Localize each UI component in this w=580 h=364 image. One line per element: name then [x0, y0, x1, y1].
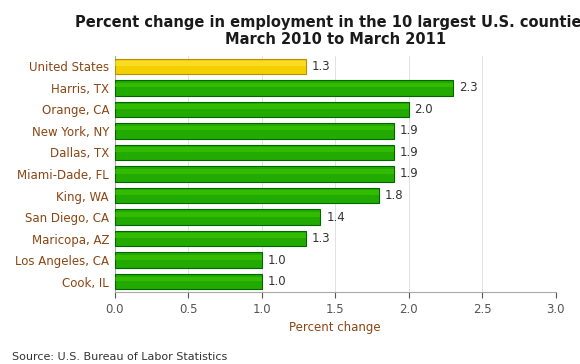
Bar	[115, 190, 379, 195]
Bar	[115, 188, 379, 203]
Bar	[115, 59, 306, 74]
Text: 1.9: 1.9	[400, 167, 419, 181]
Bar	[115, 212, 320, 217]
Text: 1.3: 1.3	[311, 60, 330, 73]
Bar	[115, 102, 409, 117]
Bar	[115, 147, 394, 152]
Text: Source: U.S. Bureau of Labor Statistics: Source: U.S. Bureau of Labor Statistics	[12, 352, 227, 362]
Text: 1.0: 1.0	[267, 275, 286, 288]
X-axis label: Percent change: Percent change	[289, 321, 381, 335]
Bar	[115, 126, 394, 130]
Bar	[115, 123, 394, 139]
Text: 2.0: 2.0	[415, 103, 433, 116]
Bar	[115, 169, 394, 174]
Bar	[115, 274, 262, 289]
Text: 1.9: 1.9	[400, 146, 419, 159]
Text: 1.9: 1.9	[400, 124, 419, 137]
Bar	[115, 145, 394, 160]
Text: 1.3: 1.3	[311, 232, 330, 245]
Bar	[115, 255, 262, 260]
Bar	[115, 104, 409, 109]
Text: 2.3: 2.3	[459, 81, 477, 94]
Text: 1.8: 1.8	[385, 189, 404, 202]
Bar	[115, 233, 306, 238]
Bar	[115, 83, 453, 87]
Title: Percent change in employment in the 10 largest U.S. counties,
March 2010 to Marc: Percent change in employment in the 10 l…	[75, 15, 580, 47]
Bar	[115, 277, 262, 281]
Bar	[115, 61, 306, 66]
Bar	[115, 252, 262, 268]
Text: 1.0: 1.0	[267, 254, 286, 267]
Bar	[115, 166, 394, 182]
Bar	[115, 209, 320, 225]
Bar	[115, 231, 306, 246]
Text: 1.4: 1.4	[327, 210, 345, 223]
Bar	[115, 80, 453, 96]
